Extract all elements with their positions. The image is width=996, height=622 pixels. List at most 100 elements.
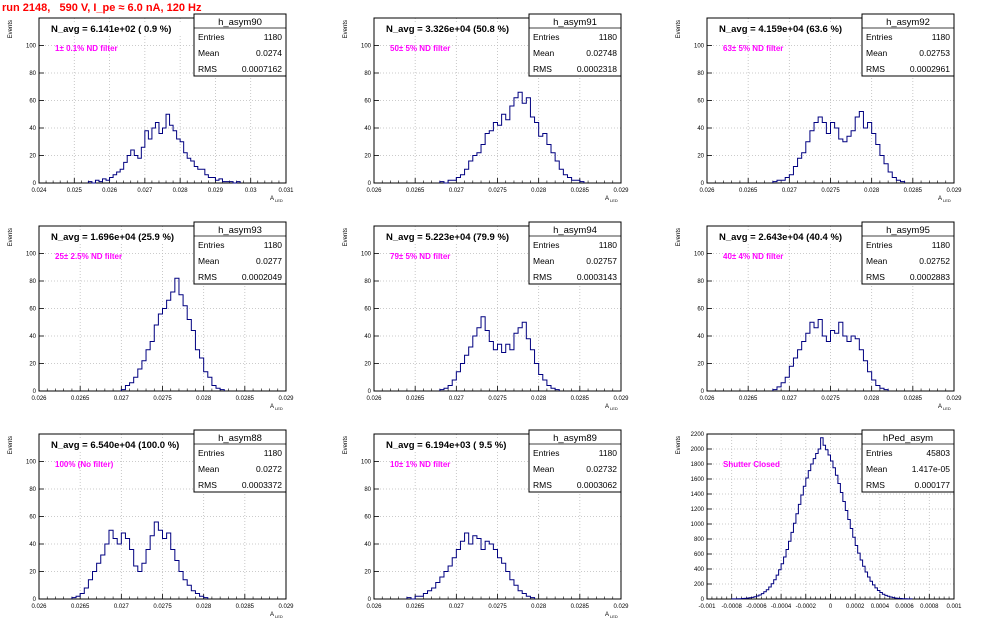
y-axis-label: Events <box>676 20 682 38</box>
y-tick-label: 1400 <box>691 492 705 498</box>
stats-value: 0.0003143 <box>577 272 617 282</box>
filter-annotation: 10± 1% ND filter <box>390 460 450 469</box>
x-tick-label: 0.0275 <box>153 604 172 610</box>
stats-box <box>861 13 955 77</box>
stats-box-name: h_asym89 <box>553 433 597 444</box>
stats-label: Mean <box>198 48 220 58</box>
x-tick-label: 0.031 <box>278 188 294 194</box>
panel-title: N_avg = 2.643e+04 (40.4 %) <box>719 232 842 243</box>
stats-value: 1180 <box>264 32 283 42</box>
y-tick-label: 40 <box>29 126 36 132</box>
x-tick-label: -0.0006 <box>746 604 767 610</box>
stats-box-name: hPed_asym <box>883 433 933 444</box>
y-tick-label: 20 <box>29 570 36 576</box>
filter-annotation: 79± 5% ND filter <box>390 252 450 261</box>
x-tick-label: 0.026 <box>31 396 47 402</box>
y-tick-label: 1800 <box>691 462 705 468</box>
stats-box <box>193 429 287 493</box>
stats-label: RMS <box>866 272 885 282</box>
stats-label: Entries <box>533 448 559 458</box>
stats-box-name: h_asym88 <box>218 433 262 444</box>
y-tick-label: 80 <box>697 279 704 285</box>
x-tick-label: 0.026 <box>31 604 47 610</box>
y-tick-label: 2000 <box>691 447 705 453</box>
x-tick-label: 0.0265 <box>406 604 425 610</box>
x-tick-label: 0.029 <box>208 188 224 194</box>
y-tick-label: 0 <box>701 389 705 395</box>
stats-box-name: h_asym95 <box>886 225 930 236</box>
x-tick-label: 0.0275 <box>153 396 172 402</box>
y-tick-label: 60 <box>29 307 36 313</box>
x-tick-label: 0.024 <box>31 188 47 194</box>
x-axis-label: A <box>270 612 274 618</box>
y-tick-label: 0 <box>33 181 37 187</box>
x-tick-label: 0.027 <box>782 396 798 402</box>
filter-annotation: 63± 5% ND filter <box>723 44 783 53</box>
filter-annotation: 1± 0.1% ND filter <box>55 44 118 53</box>
x-tick-label: 0.0275 <box>488 604 507 610</box>
x-axis-label-subscript: LED <box>275 198 283 203</box>
stats-label: Entries <box>866 448 892 458</box>
stats-box <box>861 429 955 493</box>
x-tick-label: 0.026 <box>366 396 382 402</box>
stats-value: 1180 <box>932 240 951 250</box>
filter-annotation: 25± 2.5% ND filter <box>55 252 122 261</box>
y-tick-label: 400 <box>694 567 705 573</box>
stats-label: RMS <box>198 64 217 74</box>
x-axis-label: A <box>938 196 942 202</box>
stats-value: 0.02757 <box>586 256 617 266</box>
y-tick-label: 60 <box>697 307 704 313</box>
title-box <box>708 22 863 36</box>
y-tick-label: 20 <box>29 154 36 160</box>
x-axis-label: A <box>938 404 942 410</box>
histogram-line <box>71 521 209 599</box>
x-tick-label: 0.027 <box>114 604 130 610</box>
histogram-line <box>439 316 560 391</box>
panel-hPed_asym: -0.001 -0.0008 -0.0006 -0.0004 -0.0002 0 0.000… <box>676 429 962 610</box>
y-axis-label: Events <box>676 228 682 246</box>
y-tick-label: 80 <box>29 279 36 285</box>
title-box <box>708 230 863 244</box>
y-tick-label: 40 <box>697 334 704 340</box>
x-tick-label: 0.028 <box>196 604 212 610</box>
stats-label: RMS <box>198 480 217 490</box>
stats-value: 1180 <box>599 32 618 42</box>
stats-value: 45803 <box>926 448 950 458</box>
y-tick-label: 100 <box>361 252 372 258</box>
histogram-line <box>406 532 536 600</box>
stats-box-name: h_asym90 <box>218 17 262 28</box>
x-tick-label: 0.029 <box>613 604 629 610</box>
x-tick-label: 0.026 <box>366 188 382 194</box>
stats-value: 0.000177 <box>915 480 951 490</box>
y-tick-label: 100 <box>26 44 37 50</box>
x-axis-label: A <box>605 612 609 618</box>
panel-h_asym88: 0.026 0.0265 0.027 0.0275 0.028 0.0285 0.029 0 2… <box>8 429 294 619</box>
stats-value: 0.0002883 <box>910 272 950 282</box>
x-tick-label: 0.028 <box>531 604 547 610</box>
y-tick-label: 600 <box>694 552 705 558</box>
x-tick-label: -0.0004 <box>771 604 792 610</box>
filter-annotation: 40± 4% ND filter <box>723 252 783 261</box>
x-tick-label: 0 <box>829 604 833 610</box>
x-tick-label: 0.027 <box>449 396 465 402</box>
y-axis-label: Events <box>343 228 349 246</box>
x-tick-label: -0.001 <box>698 604 716 610</box>
title-box <box>40 22 195 36</box>
x-tick-label: 0.001 <box>946 604 962 610</box>
x-tick-label: 0.0265 <box>406 188 425 194</box>
stats-label: RMS <box>198 272 217 282</box>
x-tick-label: 0.0004 <box>871 604 890 610</box>
y-tick-label: 60 <box>364 307 371 313</box>
y-tick-label: 80 <box>364 487 371 493</box>
stats-label: Entries <box>198 240 224 250</box>
y-tick-label: 20 <box>697 154 704 160</box>
title-box <box>40 438 195 452</box>
x-axis-label-subscript: LED <box>610 614 618 619</box>
stats-label: Mean <box>533 256 555 266</box>
y-tick-label: 100 <box>361 460 372 466</box>
stats-box <box>528 429 622 493</box>
y-tick-label: 100 <box>694 252 705 258</box>
x-tick-label: 0.0265 <box>71 396 90 402</box>
x-tick-label: 0.025 <box>67 188 83 194</box>
